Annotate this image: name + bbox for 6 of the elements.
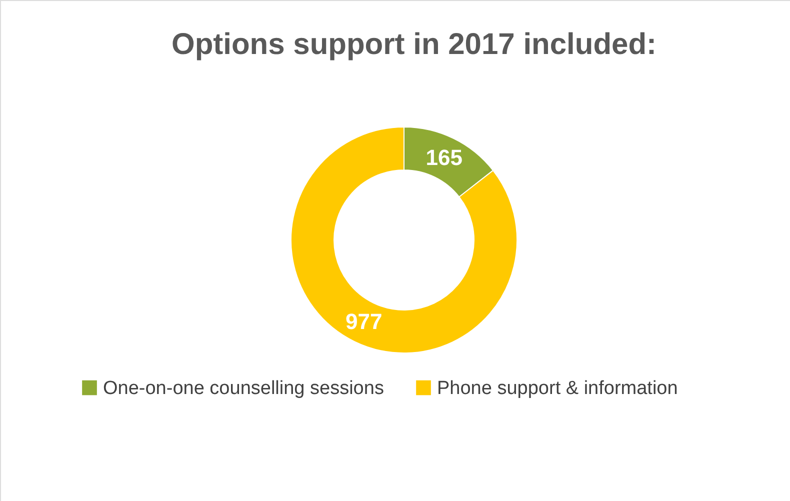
donut-slice <box>290 126 518 354</box>
data-label: 165 <box>426 144 462 170</box>
chart-title: Options support in 2017 included: <box>171 28 657 61</box>
legend-label: Phone support & information <box>437 378 678 399</box>
legend-label: One-on-one counselling sessions <box>103 378 384 399</box>
data-label: 977 <box>346 309 382 334</box>
